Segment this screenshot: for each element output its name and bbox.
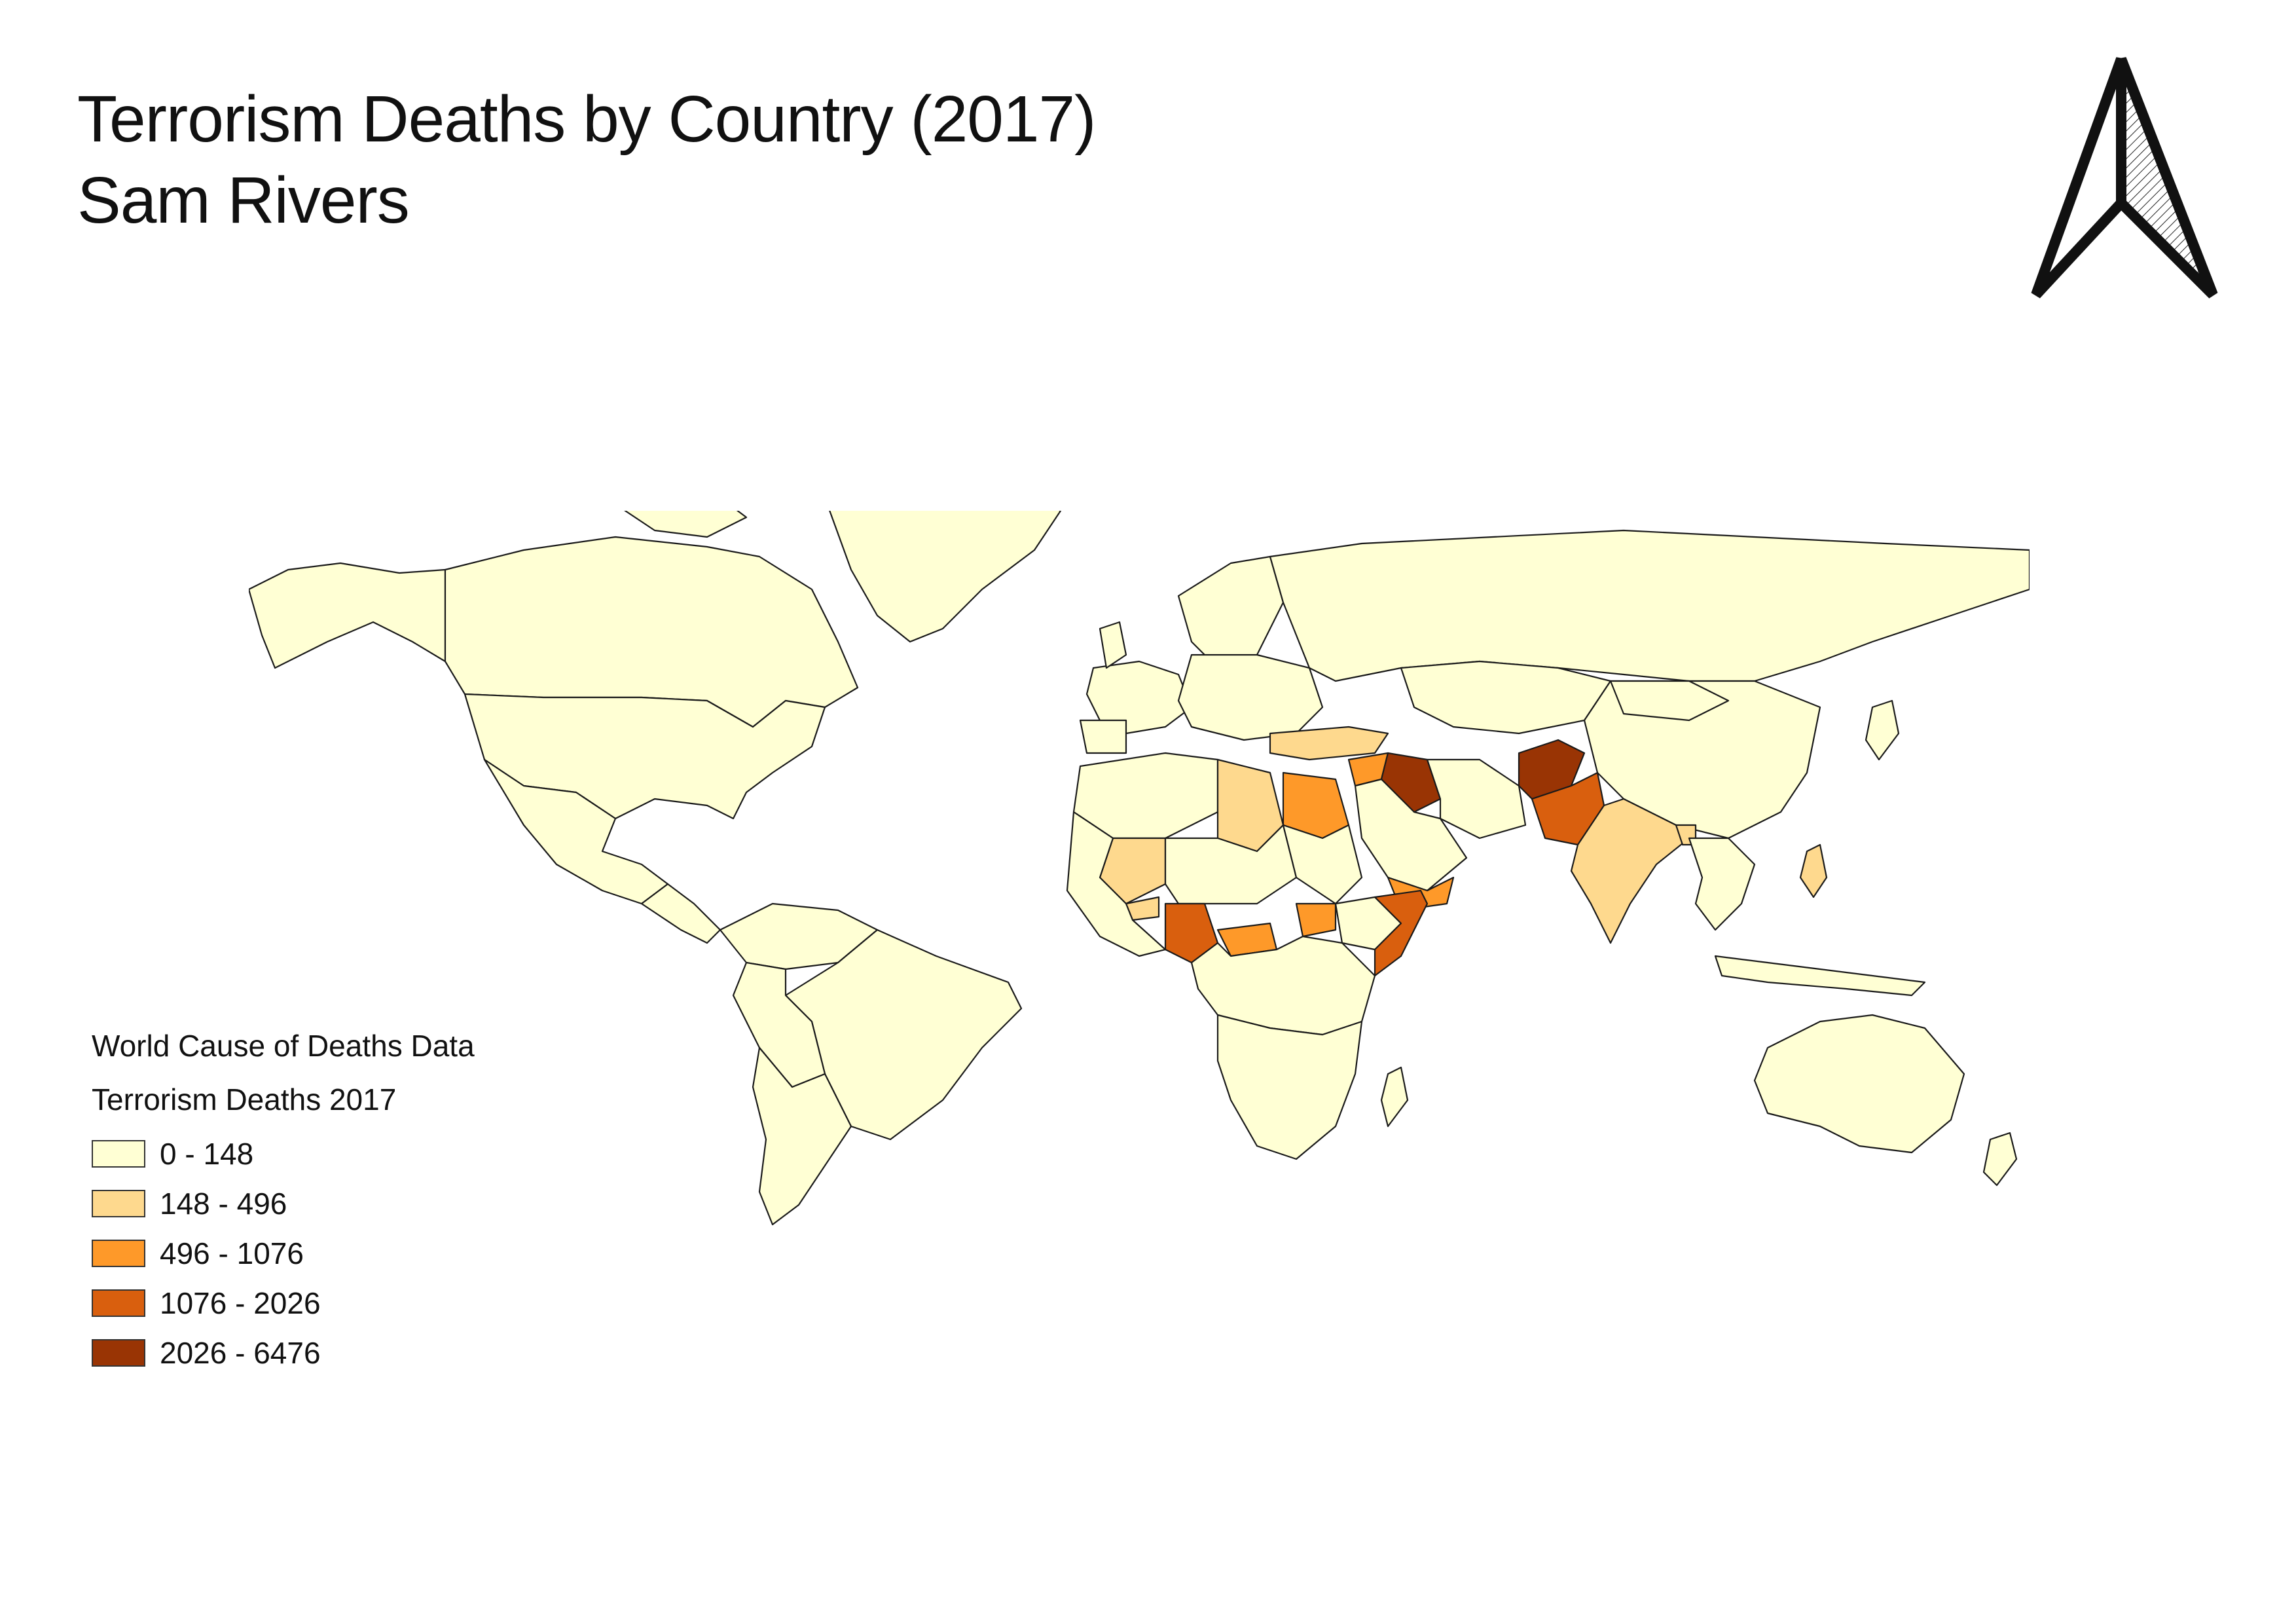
- legend-swatch: [92, 1140, 145, 1168]
- legend-label: 496 - 1076: [160, 1236, 304, 1270]
- country-uk: [1099, 621, 1127, 669]
- country-japan: [1865, 699, 1900, 761]
- legend-label: 2026 - 6476: [160, 1336, 321, 1370]
- country-argentina-chile: [752, 1046, 852, 1226]
- country-mexico: [483, 758, 669, 905]
- country-west-africa-coast: [1066, 811, 1167, 957]
- country-spain: [1079, 719, 1127, 754]
- country-iran: [1426, 758, 1527, 840]
- legend-label: 148 - 496: [160, 1187, 287, 1221]
- country-australia: [1753, 1014, 1965, 1154]
- map-title: Terrorism Deaths by Country (2017): [77, 83, 1096, 156]
- country-new-zealand: [1982, 1132, 2018, 1187]
- country-southeast-asia: [1688, 837, 1756, 931]
- legend-item: 148 - 496: [92, 1179, 475, 1228]
- country-somalia: [1374, 889, 1429, 977]
- legend-field-name: Terrorism Deaths 2017: [92, 1082, 397, 1116]
- legend-item: 2026 - 6476: [92, 1328, 475, 1378]
- legend-swatch: [92, 1240, 145, 1267]
- country-south-sudan: [1295, 902, 1337, 938]
- country-europe-west: [1085, 660, 1193, 735]
- legend-swatch: [92, 1289, 145, 1317]
- map-author: Sam Rivers: [77, 164, 410, 237]
- country-russia: [1269, 529, 2030, 682]
- legend-item: 0 - 148: [92, 1129, 475, 1179]
- country-morocco-algeria: [1072, 752, 1219, 840]
- world-map: [249, 511, 2030, 1226]
- legend-items: 0 - 148 148 - 496 496 - 1076 1076 - 2026 202…: [92, 1129, 475, 1378]
- country-canada-islands: [624, 511, 748, 538]
- legend-swatch: [92, 1339, 145, 1367]
- country-madagascar: [1380, 1066, 1409, 1128]
- country-saudi-arabia: [1354, 778, 1468, 892]
- country-sudan: [1282, 824, 1363, 905]
- map-legend: World Cause of Deaths Data Terrorism Dea…: [92, 1028, 475, 1378]
- north-arrow-icon: [2031, 57, 2218, 299]
- country-iraq: [1380, 752, 1442, 813]
- country-turkey: [1269, 726, 1389, 761]
- country-alaska: [249, 562, 446, 669]
- legend-label: 0 - 148: [160, 1137, 254, 1171]
- country-europe-east: [1177, 654, 1324, 741]
- map-title-block: Terrorism Deaths by Country (2017) Sam R…: [77, 79, 1096, 241]
- legend-layer-name: World Cause of Deaths Data: [92, 1029, 475, 1063]
- country-scandinavia: [1177, 555, 1285, 669]
- country-indonesia: [1714, 955, 1926, 997]
- legend-label: 1076 - 2026: [160, 1286, 321, 1320]
- country-kazakhstan: [1400, 660, 1612, 735]
- legend-swatch: [92, 1190, 145, 1217]
- country-india: [1570, 798, 1690, 944]
- country-southern-africa: [1216, 1014, 1363, 1160]
- country-philippines: [1799, 843, 1828, 898]
- legend-item: 1076 - 2026: [92, 1278, 475, 1328]
- country-greenland: [829, 511, 1062, 643]
- legend-item: 496 - 1076: [92, 1228, 475, 1278]
- country-mongolia: [1609, 680, 1730, 722]
